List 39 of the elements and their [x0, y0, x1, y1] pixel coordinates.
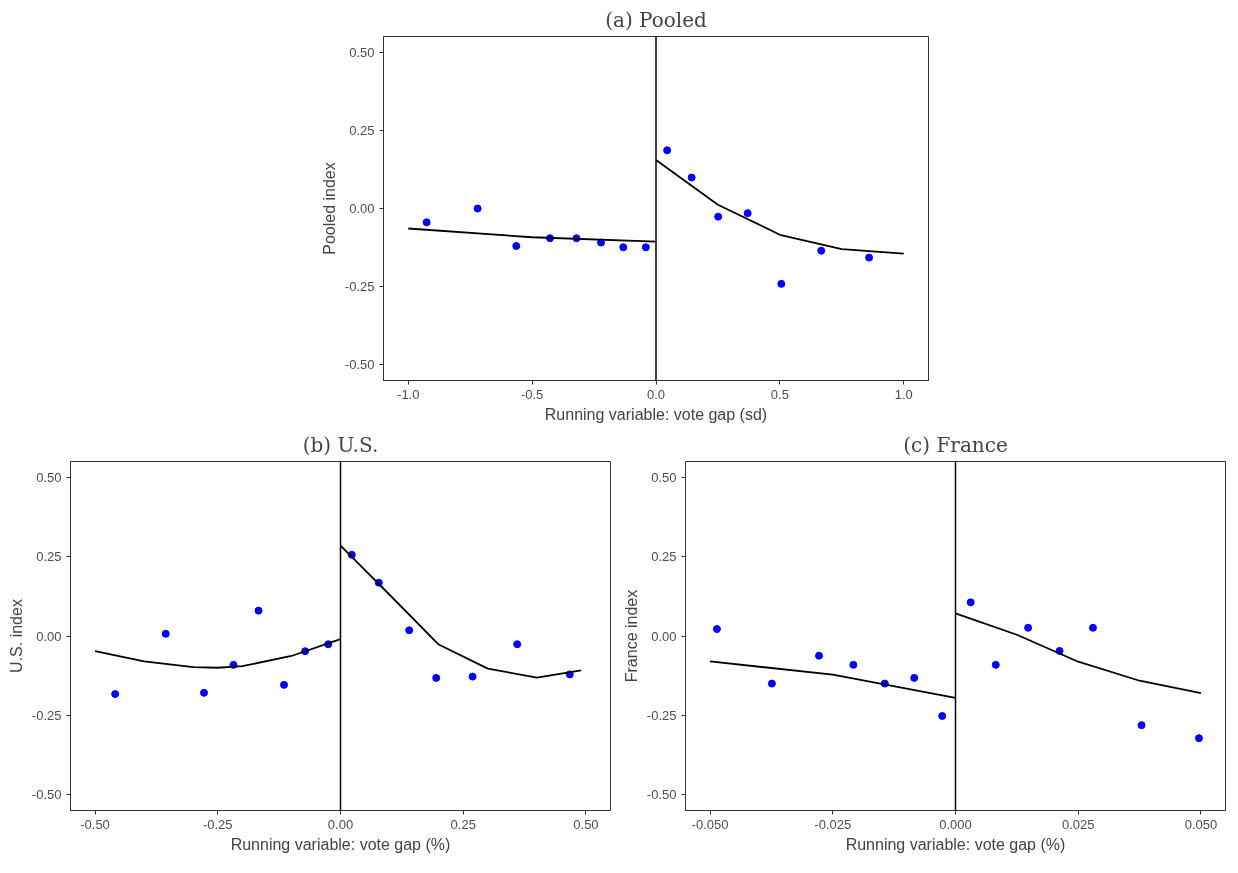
y-tick-label: 0.50 [36, 469, 62, 485]
y-tick-label: 0.25 [349, 122, 375, 138]
y-tick-label: 0.25 [36, 549, 62, 565]
x-tick-label: 0.025 [1061, 816, 1095, 832]
y-tick-label: -0.50 [31, 787, 62, 803]
x-axis-title: Running variable: vote gap (%) [230, 835, 451, 853]
y-tick-label: -0.25 [344, 279, 375, 295]
x-tick-label: 0.000 [939, 816, 972, 832]
y-tick-label: 0.25 [651, 549, 677, 565]
y-axis-title: France index [622, 589, 640, 683]
chart-title: (c) France [903, 432, 1008, 457]
x-tick-label: 0.5 [770, 386, 789, 402]
y-tick-label: -0.50 [646, 787, 677, 803]
x-tick-label: -0.25 [202, 816, 233, 832]
chart-title: (b) U.S. [302, 432, 379, 457]
x-axis-title: Running variable: vote gap (%) [845, 835, 1066, 853]
y-tick-label: 0.00 [651, 628, 677, 644]
chart-title: (a) Pooled [605, 7, 708, 32]
x-tick-label: 0.050 [1184, 816, 1218, 832]
x-tick-label: -0.50 [80, 816, 110, 832]
y-axis-title: U.S. index [7, 599, 25, 673]
x-tick-label: -0.050 [691, 816, 729, 832]
y-tick-label: 0.50 [651, 469, 677, 485]
x-tick-label: 0.25 [450, 816, 476, 832]
y-tick-label: 0.50 [349, 44, 375, 60]
x-tick-label: -0.5 [520, 386, 544, 402]
x-axis-title: Running variable: vote gap (sd) [544, 405, 768, 423]
y-tick-label: -0.25 [646, 707, 677, 723]
x-tick-label: -0.025 [814, 816, 852, 832]
y-tick-label: 0.00 [36, 628, 62, 644]
x-tick-label: 0.0 [646, 386, 666, 402]
x-tick-label: -1.0 [397, 386, 420, 402]
y-tick-label: -0.50 [344, 357, 375, 373]
y-tick-label: 0.00 [349, 201, 375, 216]
y-tick-label: -0.25 [31, 707, 62, 723]
y-axis-title: Pooled index [320, 162, 338, 255]
x-tick-label: 0.50 [573, 816, 599, 832]
x-tick-label: 0.00 [327, 816, 354, 832]
x-tick-label: 1.0 [894, 386, 913, 402]
